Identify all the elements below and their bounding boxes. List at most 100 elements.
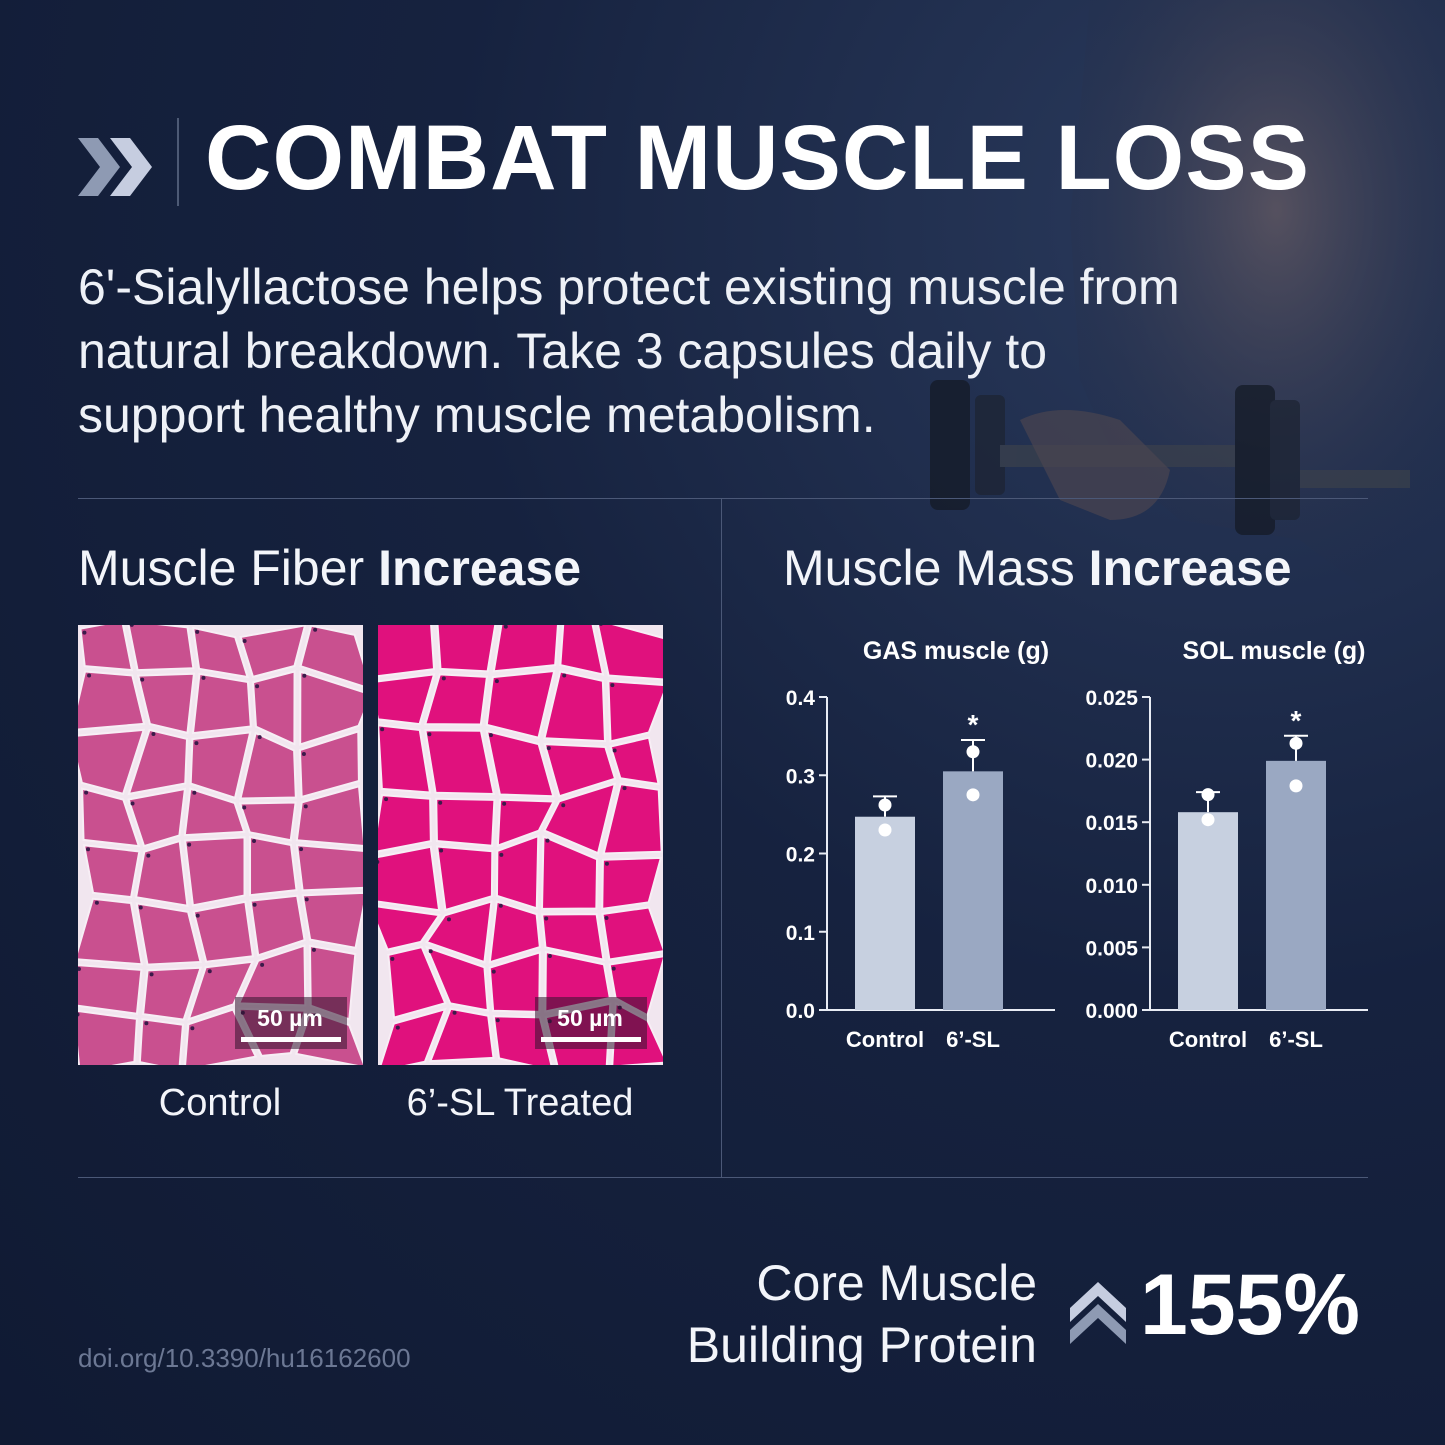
- bar: [1266, 760, 1326, 1010]
- top-divider: [78, 498, 1368, 499]
- muscle-fiber-cell: [295, 785, 363, 847]
- nucleus-dot: [441, 676, 446, 681]
- bar: [1178, 812, 1238, 1010]
- muscle-fiber-cell: [138, 1018, 185, 1065]
- nucleus-dot: [144, 1021, 149, 1026]
- nucleus-dot: [604, 861, 609, 866]
- muscle-fiber-cell: [428, 1007, 495, 1063]
- nucleus-dot: [252, 839, 257, 844]
- nucleus-dot: [495, 1018, 500, 1023]
- muscle-fiber-cell: [78, 728, 146, 796]
- nucleus-dot: [452, 1010, 457, 1015]
- nucleus-dot: [303, 804, 308, 809]
- nucleus-dot: [488, 733, 493, 738]
- scale-bar-control: 50 µm: [235, 997, 347, 1049]
- nucleus-dot: [446, 917, 451, 922]
- muscle-fiber-cell: [596, 625, 663, 681]
- muscle-fiber-cell: [191, 672, 252, 735]
- muscle-fiber-cell: [435, 845, 494, 912]
- nucleus-dot: [255, 684, 260, 689]
- muscle-fiber-cell: [601, 856, 663, 911]
- nucleus-dot: [194, 741, 199, 746]
- muscle-fiber-cell: [378, 794, 432, 853]
- muscle-fiber-cell: [239, 625, 307, 679]
- muscle-fiber-cell: [136, 672, 196, 735]
- muscle-fiber-cell: [239, 731, 297, 800]
- nucleus-dot: [622, 786, 627, 791]
- data-point: [1201, 788, 1215, 802]
- muscle-fiber-cell: [425, 900, 493, 964]
- scale-bar-treated: 50 µm: [535, 997, 647, 1049]
- nucleus-dot: [140, 677, 145, 682]
- muscle-fiber-cell: [299, 625, 363, 688]
- nucleus-dot: [187, 842, 192, 847]
- significance-marker: *: [1291, 705, 1302, 736]
- muscle-fiber-cell: [495, 834, 540, 910]
- muscle-fiber-cell: [298, 730, 360, 799]
- mass-heading: Muscle Mass Increase: [783, 543, 1292, 593]
- nucleus-dot: [82, 630, 87, 635]
- muscle-fiber-cell: [81, 787, 141, 848]
- muscle-fiber-cell: [378, 625, 436, 678]
- muscle-fiber-cell: [378, 724, 432, 794]
- nucleus-dot: [94, 900, 99, 905]
- muscle-fiber-cell: [559, 625, 605, 676]
- nucleus-dot: [192, 790, 197, 795]
- nucleus-dot: [195, 913, 200, 918]
- y-tick-label: 0.3: [786, 765, 815, 788]
- nucleus-dot: [427, 732, 432, 737]
- y-tick-label: 0.015: [1085, 812, 1138, 835]
- muscle-fiber-cell: [423, 673, 489, 726]
- micrograph-control: [78, 625, 363, 1065]
- nucleus-dot: [257, 735, 262, 740]
- double-chevron-up-icon: [1070, 1282, 1126, 1344]
- muscle-fiber-cell: [379, 1007, 447, 1065]
- nucleus-dot: [428, 949, 433, 954]
- doi-reference: doi.org/10.3390/hu16162600: [78, 1343, 411, 1373]
- title-divider: [177, 118, 179, 206]
- muscle-fiber-cell: [183, 787, 246, 837]
- muscle-fiber-cell: [540, 835, 599, 910]
- muscle-fiber-cell: [127, 625, 195, 672]
- muscle-fiber-cell: [189, 731, 252, 800]
- muscle-fiber-cell: [543, 670, 607, 743]
- muscle-fiber-cell: [378, 905, 441, 951]
- muscle-fiber-cell: [78, 964, 143, 1015]
- nucleus-dot: [599, 625, 603, 626]
- muscle-fiber-cell: [127, 787, 187, 848]
- nucleus-dot: [207, 969, 212, 974]
- x-tick-label: 6’-SL: [946, 1027, 1000, 1052]
- muscle-fiber-cell: [301, 891, 363, 950]
- nucleus-dot: [78, 1012, 80, 1017]
- y-tick-label: 0.025: [1085, 687, 1138, 710]
- muscle-fiber-cell: [192, 626, 249, 679]
- mass-heading-regular: Muscle Mass: [783, 540, 1089, 596]
- muscle-fiber-cell: [78, 670, 146, 731]
- muscle-fiber-cell: [378, 845, 441, 912]
- center-divider: [721, 498, 722, 1178]
- y-tick-label: 0.005: [1085, 937, 1138, 960]
- nucleus-dot: [78, 966, 81, 971]
- nucleus-dot: [129, 625, 134, 627]
- muscle-fiber-cell: [488, 900, 541, 964]
- muscle-fiber-cell: [299, 670, 363, 746]
- x-tick-label: Control: [1169, 1027, 1247, 1052]
- nucleus-dot: [378, 860, 380, 864]
- y-tick-label: 0.4: [786, 687, 816, 710]
- y-tick-label: 0.000: [1085, 1000, 1138, 1023]
- data-point: [966, 788, 980, 802]
- muscle-fiber-cell: [249, 894, 306, 957]
- nucleus-dot: [302, 673, 307, 678]
- nucleus-dot: [384, 797, 389, 802]
- nucleus-dot: [130, 801, 135, 806]
- nucleus-dot: [390, 956, 395, 961]
- muscle-fiber-cell: [295, 844, 363, 892]
- muscle-fiber-cell: [135, 902, 202, 966]
- y-tick-label: 0.2: [786, 844, 815, 867]
- sol-muscle-chart: SOL muscle (g) 0.000 0.005 0.010 0.015 0.020 0…: [1085, 637, 1368, 1052]
- gas-muscle-chart: GAS muscle (g) 0.0 0.1 0.2 0.3 0.4 Control * 6’-…: [786, 637, 1055, 1052]
- x-tick-label: 6’-SL: [1269, 1027, 1323, 1052]
- muscle-fiber-cell: [187, 960, 255, 1021]
- nucleus-dot: [544, 916, 549, 921]
- muscle-fiber-cell: [252, 670, 296, 746]
